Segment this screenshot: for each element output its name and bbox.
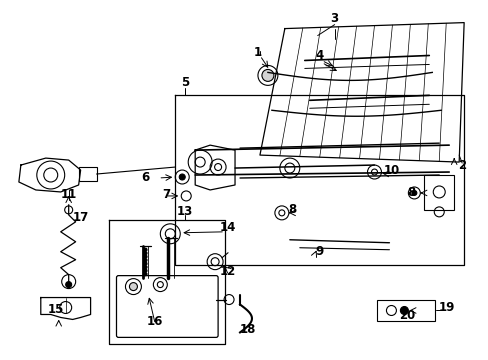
Text: 16: 16 [147, 315, 163, 328]
Circle shape [143, 259, 146, 262]
Text: 9: 9 [315, 245, 323, 258]
Circle shape [411, 190, 416, 195]
Text: 4: 4 [315, 49, 323, 62]
Bar [79, 167, 96, 181]
Text: 12: 12 [220, 265, 236, 278]
Bar [377, 300, 434, 321]
Circle shape [129, 283, 137, 291]
Circle shape [65, 282, 72, 288]
Circle shape [143, 266, 146, 269]
Text: 19: 19 [438, 301, 454, 314]
Circle shape [400, 306, 407, 315]
Circle shape [143, 252, 146, 255]
Text: 2: 2 [457, 158, 465, 172]
Text: 1: 1 [253, 46, 262, 59]
Circle shape [262, 69, 273, 81]
Circle shape [143, 273, 146, 276]
Text: 10: 10 [383, 163, 399, 176]
Text: 14: 14 [220, 221, 236, 234]
Text: 7: 7 [162, 188, 170, 202]
Circle shape [143, 269, 146, 272]
Circle shape [179, 174, 185, 180]
Text: 8: 8 [407, 186, 415, 199]
Text: 5: 5 [181, 76, 189, 89]
Text: 18: 18 [239, 323, 256, 336]
Text: 8: 8 [288, 203, 296, 216]
Text: 20: 20 [398, 309, 415, 322]
Text: 15: 15 [47, 303, 64, 316]
Circle shape [143, 255, 146, 258]
Circle shape [143, 248, 146, 251]
Circle shape [143, 262, 146, 265]
Text: 13: 13 [177, 205, 193, 219]
Text: 11: 11 [61, 188, 77, 202]
Text: 3: 3 [330, 12, 338, 25]
Text: 6: 6 [141, 171, 149, 184]
Bar [424, 175, 453, 210]
Text: 17: 17 [72, 211, 89, 224]
